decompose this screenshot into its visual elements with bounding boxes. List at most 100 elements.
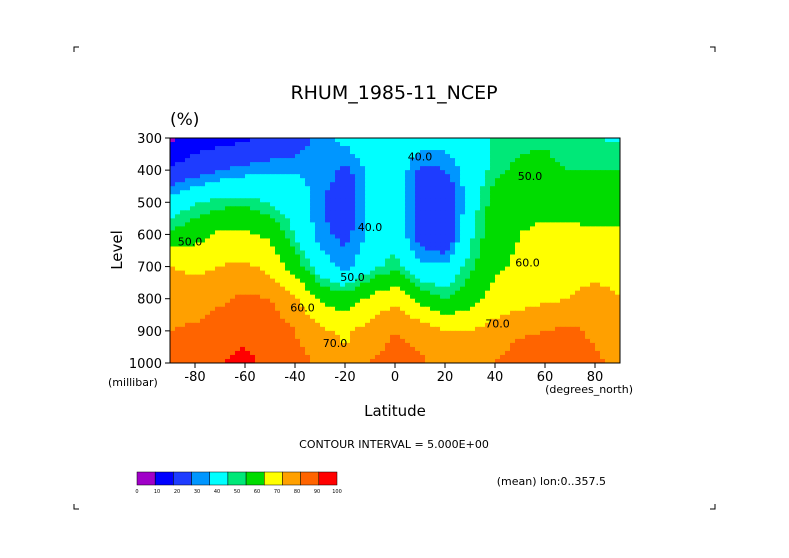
heatmap-cell xyxy=(285,254,291,260)
heatmap-cell xyxy=(535,350,541,356)
heatmap-cell xyxy=(295,258,301,264)
heatmap-cell xyxy=(385,282,391,288)
heatmap-cell xyxy=(505,234,511,240)
heatmap-cell xyxy=(595,342,601,348)
heatmap-cell xyxy=(600,178,606,183)
heatmap-cell xyxy=(560,338,566,344)
heatmap-cell xyxy=(430,322,436,328)
heatmap-cell xyxy=(520,294,526,300)
heatmap-cell xyxy=(465,198,471,203)
heatmap-cell xyxy=(495,334,501,340)
heatmap-cell xyxy=(470,278,476,284)
heatmap-cell xyxy=(260,306,266,312)
heatmap-cell xyxy=(260,194,266,199)
heatmap-cell xyxy=(555,190,561,195)
heatmap-cell xyxy=(540,234,546,240)
heatmap-cell xyxy=(225,222,231,227)
heatmap-cell xyxy=(295,234,301,240)
heatmap-cell xyxy=(175,266,181,272)
heatmap-cell xyxy=(425,186,431,191)
heatmap-cell xyxy=(595,266,601,272)
heatmap-cell xyxy=(250,282,256,288)
heatmap-cell xyxy=(565,350,571,356)
heatmap-cell xyxy=(265,178,271,183)
heatmap-cell xyxy=(460,254,466,260)
heatmap-cell xyxy=(495,338,501,344)
heatmap-cell xyxy=(615,174,620,179)
heatmap-cell xyxy=(245,326,251,332)
heatmap-cell xyxy=(435,290,441,296)
heatmap-cell xyxy=(380,198,386,203)
heatmap-cell xyxy=(435,226,441,232)
heatmap-cell xyxy=(600,238,606,244)
heatmap-cell xyxy=(485,138,491,143)
heatmap-cell xyxy=(495,142,501,147)
heatmap-cell xyxy=(610,234,616,240)
heatmap-cell xyxy=(495,262,501,268)
heatmap-cell xyxy=(425,150,431,155)
heatmap-cell xyxy=(485,302,491,308)
heatmap-cell xyxy=(580,194,586,199)
heatmap-cell xyxy=(450,242,456,248)
heatmap-cell xyxy=(600,294,606,300)
heatmap-cell xyxy=(555,198,561,203)
heatmap-cell xyxy=(200,358,206,363)
heatmap-cell xyxy=(425,214,431,219)
heatmap-cell xyxy=(330,226,336,232)
heatmap-cell xyxy=(510,254,516,260)
heatmap-cell xyxy=(185,218,191,223)
heatmap-cell xyxy=(390,318,396,324)
heatmap-cell xyxy=(255,230,261,236)
heatmap-cell xyxy=(570,190,576,195)
heatmap-cell xyxy=(255,354,261,360)
heatmap-cell xyxy=(245,314,251,320)
heatmap-cell xyxy=(220,146,226,151)
heatmap-cell xyxy=(465,294,471,300)
heatmap-cell xyxy=(205,326,211,332)
heatmap-cell xyxy=(485,166,491,171)
heatmap-cell xyxy=(385,162,391,167)
heatmap-cell xyxy=(285,322,291,328)
heatmap-cell xyxy=(410,346,416,352)
heatmap-cell xyxy=(275,294,281,300)
heatmap-cell xyxy=(475,274,481,280)
heatmap-cell xyxy=(460,334,466,340)
heatmap-cell xyxy=(510,190,516,195)
heatmap-cell xyxy=(290,274,296,280)
heatmap-cell xyxy=(530,254,536,260)
heatmap-cell xyxy=(265,318,271,324)
heatmap-cell xyxy=(445,346,451,352)
heatmap-cell xyxy=(605,222,611,227)
heatmap-cell xyxy=(370,154,376,159)
heatmap-cell xyxy=(325,270,331,276)
heatmap-cell xyxy=(335,298,341,304)
heatmap-cell xyxy=(530,290,536,296)
heatmap-cell xyxy=(595,306,601,312)
heatmap-cell xyxy=(355,230,361,236)
heatmap-cell xyxy=(200,294,206,300)
heatmap-cell xyxy=(200,318,206,324)
heatmap-cell xyxy=(435,170,441,175)
heatmap-cell xyxy=(255,262,261,268)
heatmap-cell xyxy=(480,258,486,264)
heatmap-cell xyxy=(525,346,531,352)
heatmap-cell xyxy=(345,290,351,296)
heatmap-cell xyxy=(360,310,366,316)
heatmap-cell xyxy=(325,350,331,356)
heatmap-cell xyxy=(495,346,501,352)
heatmap-cell xyxy=(275,290,281,296)
heatmap-cell xyxy=(425,198,431,203)
heatmap-cell xyxy=(170,358,176,363)
heatmap-cell xyxy=(390,250,396,256)
heatmap-cell xyxy=(465,186,471,191)
unit-label: (%) xyxy=(170,110,199,130)
heatmap-cell xyxy=(495,198,501,203)
heatmap-cell xyxy=(350,314,356,320)
heatmap-cell xyxy=(290,346,296,352)
heatmap-cell xyxy=(385,206,391,211)
heatmap-cell xyxy=(530,262,536,268)
heatmap-cell xyxy=(335,258,341,264)
heatmap-cell xyxy=(335,218,341,223)
heatmap-cell xyxy=(295,306,301,312)
heatmap-cell xyxy=(330,198,336,203)
